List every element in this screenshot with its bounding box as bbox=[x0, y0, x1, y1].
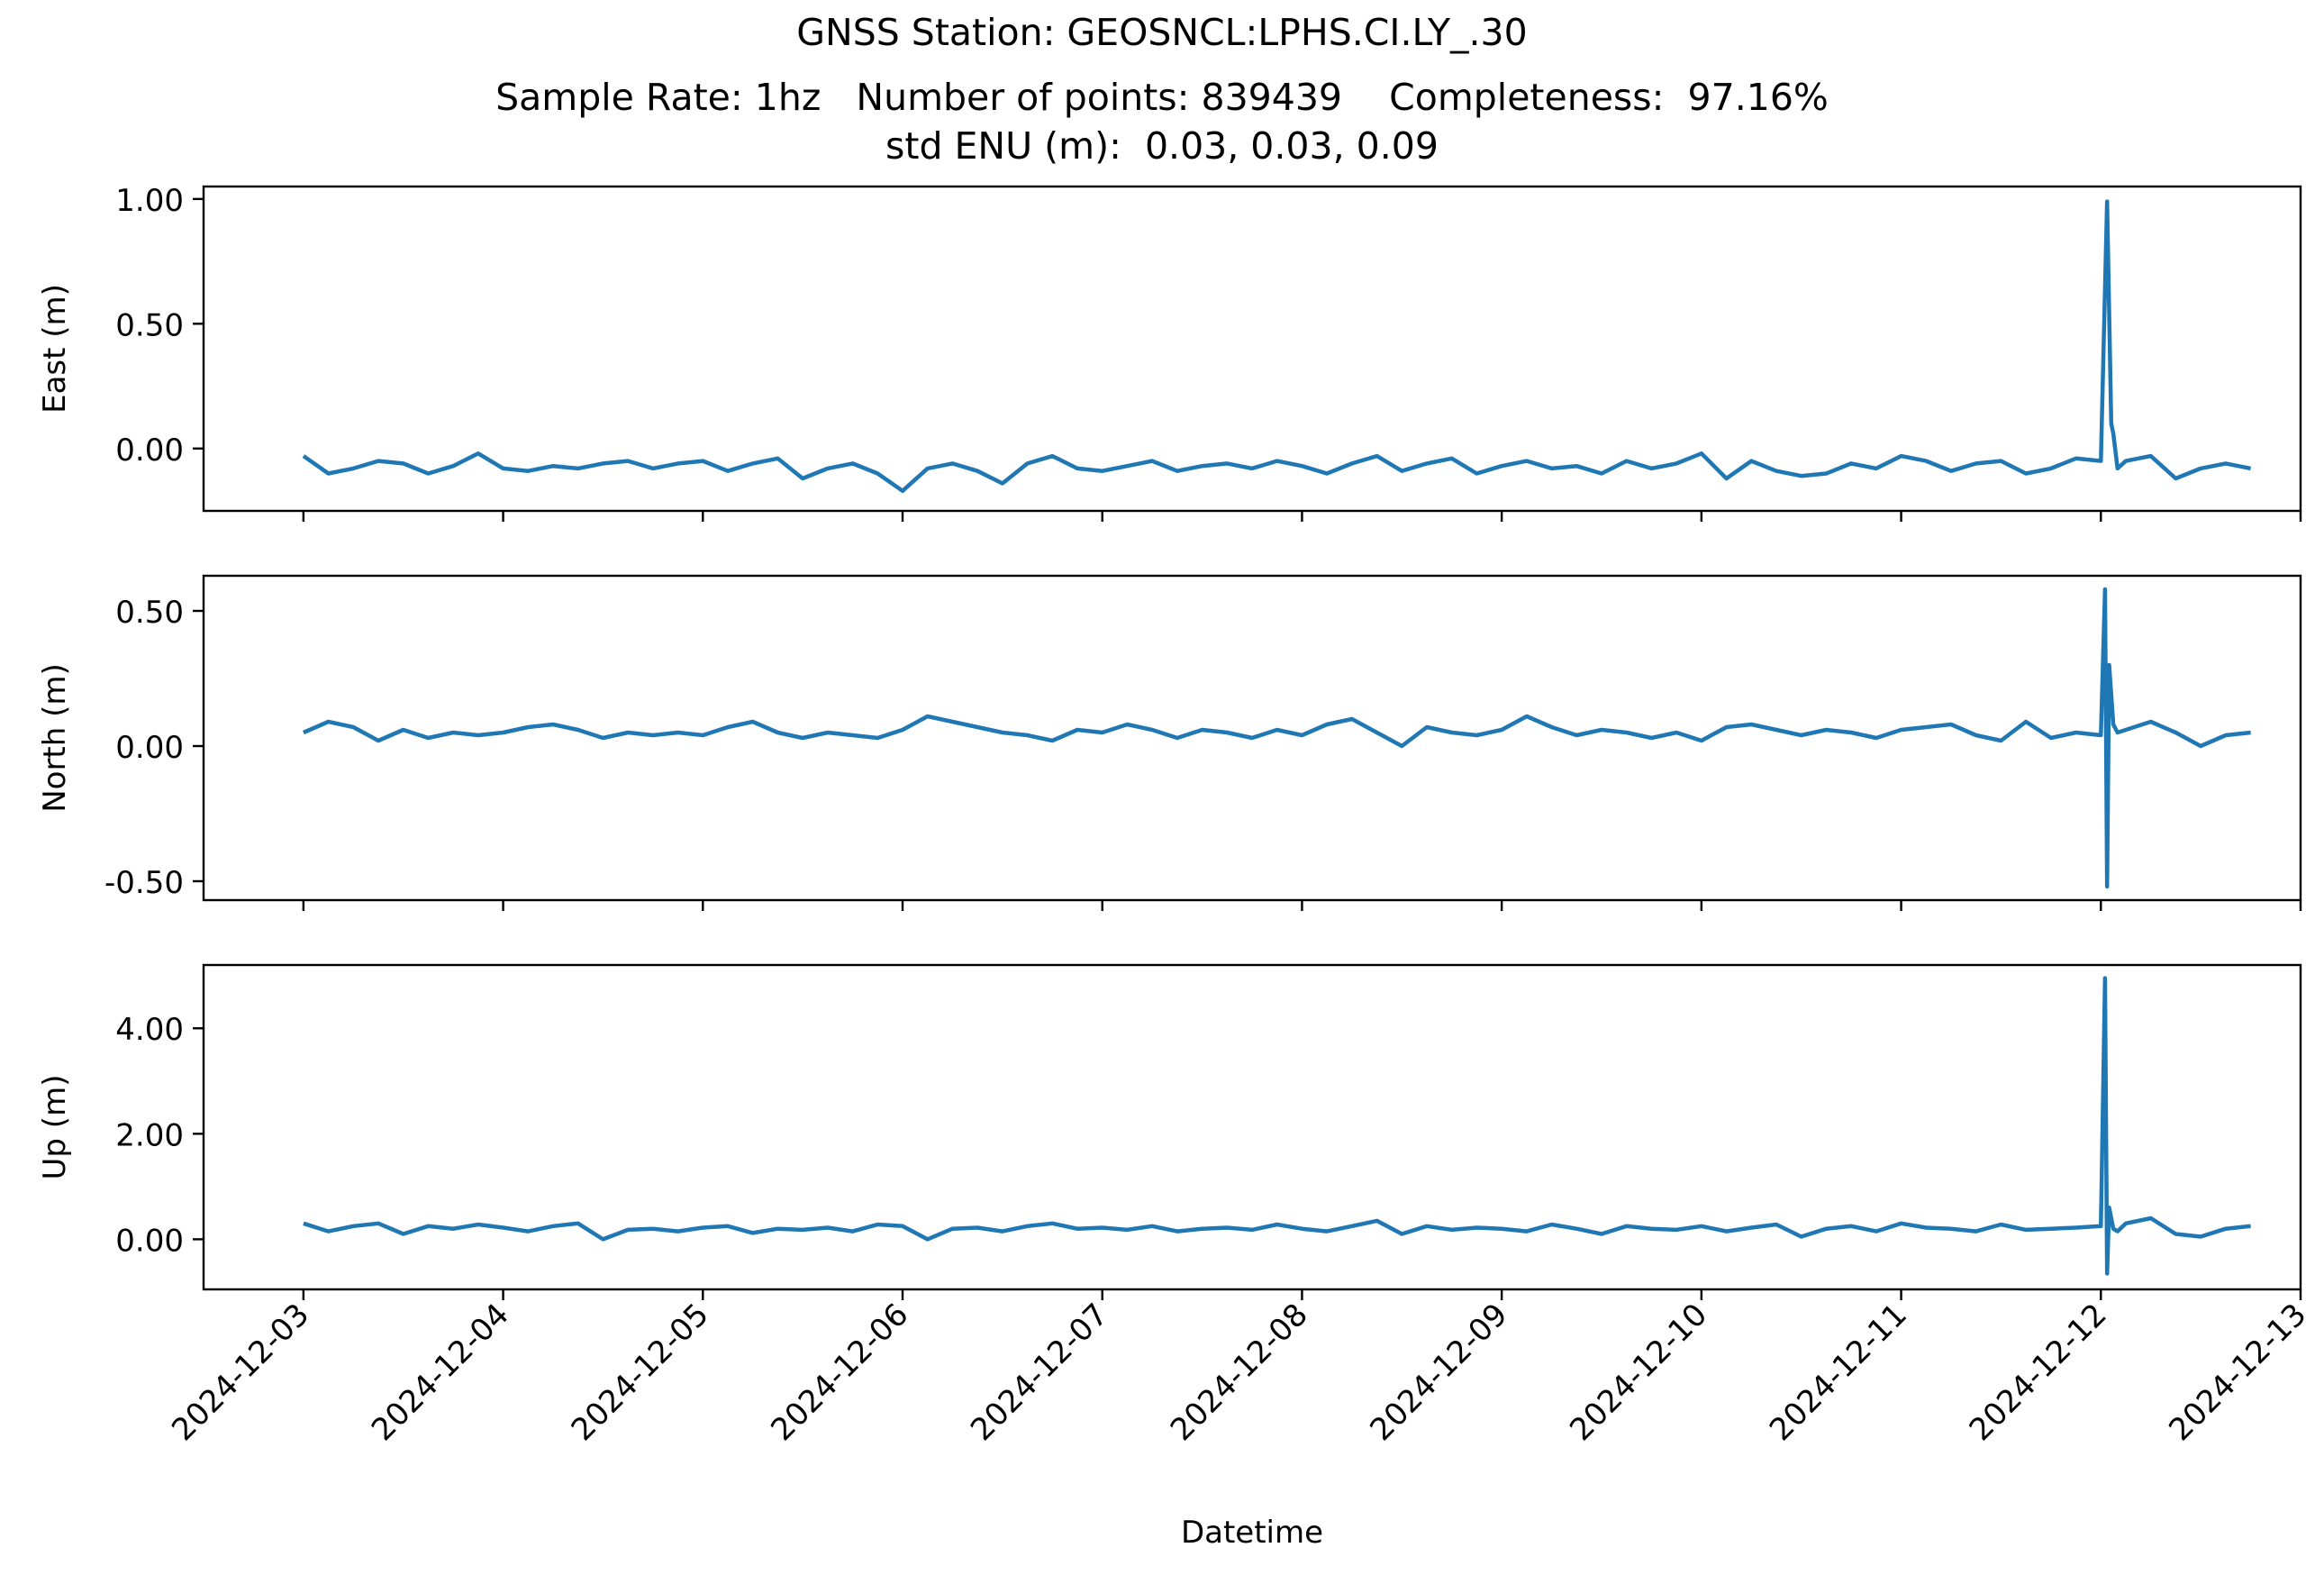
chart-title-line-3: std ENU (m): 0.03, 0.03, 0.09 bbox=[885, 124, 1439, 168]
series-line-1-0 bbox=[303, 587, 2251, 889]
ytick-label-1-2: 0.50 bbox=[115, 595, 184, 631]
ytick-label-0-0: 0.00 bbox=[115, 432, 184, 469]
xtick-label-9: 2024-12-12 bbox=[1963, 1297, 2114, 1448]
series-line-0-0 bbox=[302, 199, 2252, 494]
panel-frame-0 bbox=[202, 185, 2302, 513]
ytick-label-2-0: 0.00 bbox=[115, 1223, 184, 1259]
panel-frame-2 bbox=[202, 963, 2302, 1291]
xtick-label-7: 2024-12-10 bbox=[1563, 1297, 1714, 1448]
xtick-label-8: 2024-12-11 bbox=[1763, 1297, 1914, 1448]
chart-title-line-2: Sample Rate: 1hz Number of points: 83943… bbox=[495, 76, 1829, 119]
panel-frame-1 bbox=[202, 574, 2302, 902]
ytick-label-2-2: 4.00 bbox=[115, 1012, 184, 1048]
xtick-label-2: 2024-12-05 bbox=[565, 1297, 716, 1448]
ytick-label-2-1: 2.00 bbox=[115, 1117, 184, 1153]
xtick-label-6: 2024-12-09 bbox=[1364, 1297, 1515, 1448]
ylabel-2: Up (m) bbox=[37, 1075, 73, 1180]
chart-title-line-1: GNSS Station: GEOSNCL:LPHS.CI.LY_.30 bbox=[796, 11, 1528, 54]
ytick-label-0-2: 1.00 bbox=[115, 183, 184, 219]
ytick-label-1-0: -0.50 bbox=[104, 865, 184, 901]
xtick-label-4: 2024-12-07 bbox=[964, 1297, 1115, 1448]
xtick-label-1: 2024-12-04 bbox=[365, 1297, 516, 1448]
xtick-label-10: 2024-12-13 bbox=[2162, 1297, 2313, 1448]
xtick-label-0: 2024-12-03 bbox=[165, 1297, 316, 1448]
ytick-label-1-1: 0.00 bbox=[115, 730, 184, 766]
xtick-label-3: 2024-12-06 bbox=[764, 1297, 915, 1448]
ylabel-1: North (m) bbox=[37, 663, 73, 813]
xlabel: Datetime bbox=[1181, 1515, 1323, 1551]
ytick-label-0-1: 0.50 bbox=[115, 307, 184, 343]
ylabel-0: East (m) bbox=[37, 284, 73, 414]
series-line-2-0 bbox=[303, 976, 2251, 1276]
xtick-label-5: 2024-12-08 bbox=[1164, 1297, 1315, 1448]
